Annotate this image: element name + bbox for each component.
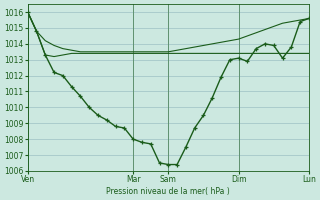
X-axis label: Pression niveau de la mer( hPa ): Pression niveau de la mer( hPa ) (107, 187, 230, 196)
